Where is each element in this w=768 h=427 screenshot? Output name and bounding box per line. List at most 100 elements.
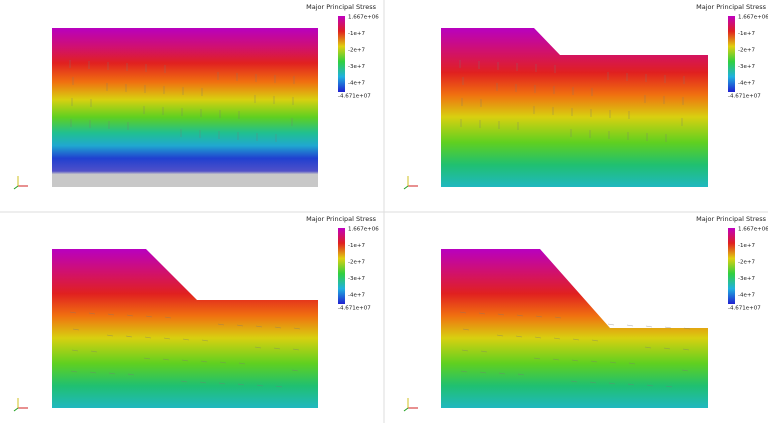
mesh-streak	[478, 312, 486, 315]
legend-label: -2e+7	[348, 48, 365, 54]
mesh-streak	[106, 334, 114, 337]
mesh-streak	[238, 362, 246, 365]
legend-label: 1.667e+06	[738, 227, 768, 233]
color-bar	[728, 16, 735, 92]
mesh-streak	[646, 384, 654, 387]
mesh-streak	[462, 328, 470, 331]
legend-label: -3e+7	[348, 64, 365, 70]
mesh-streak	[275, 385, 283, 388]
mesh-streak	[663, 347, 671, 350]
mesh-streak	[273, 347, 281, 350]
mesh-streak	[70, 370, 78, 373]
mesh-streak	[255, 325, 263, 328]
mesh-streak	[218, 382, 226, 385]
mesh-streak	[480, 350, 488, 353]
legend-label: -1e+7	[348, 243, 365, 249]
mesh-streak	[107, 313, 115, 316]
axis-z	[13, 407, 19, 412]
mesh-streak	[683, 327, 691, 330]
panel: Major Principal Stress 1.667e+06 -1e+7 -2e+…	[403, 215, 768, 412]
mesh-streak	[590, 360, 598, 363]
legend-label: -4e+7	[738, 293, 755, 299]
mesh-streak	[236, 324, 244, 327]
mesh-streak	[534, 336, 542, 339]
mesh-streak	[497, 313, 505, 316]
legend-label: -4.671e+07	[728, 306, 761, 312]
mesh-streak	[291, 369, 299, 372]
panel: Major Principal Stress 1.667e+06 -1e+7 -2e+…	[13, 3, 379, 190]
mesh-streak	[182, 338, 190, 341]
mesh-streak	[517, 373, 525, 376]
mesh-streak	[292, 348, 300, 351]
legend-label: -2e+7	[738, 48, 755, 54]
axis-z	[13, 185, 19, 190]
legend-label: -3e+7	[738, 276, 755, 282]
color-bar	[338, 16, 345, 92]
mesh-streak	[644, 346, 652, 349]
legend-label: -3e+7	[348, 276, 365, 282]
mesh-streak	[570, 380, 578, 383]
mesh-streak	[200, 360, 208, 363]
axis-z	[403, 185, 409, 190]
mesh-streak	[608, 382, 616, 385]
legend-label: -1e+7	[738, 243, 755, 249]
mesh-streak	[607, 323, 615, 326]
mesh-streak	[554, 316, 562, 319]
mesh-streak	[626, 324, 634, 327]
mesh-streak	[144, 336, 152, 339]
mesh-streak	[665, 385, 673, 388]
mesh-streak	[145, 315, 153, 318]
legend-label: 1.667e+06	[738, 15, 768, 21]
legend-label: 1.667e+06	[348, 15, 379, 21]
mesh-streak	[591, 339, 599, 342]
mesh-streak	[589, 381, 597, 384]
mesh-streak	[461, 349, 469, 352]
axis-z	[403, 407, 409, 412]
stress-contour	[52, 249, 318, 408]
legend-label: -4e+7	[348, 81, 365, 87]
stress-contour	[441, 28, 708, 187]
legend-title: Major Principal Stress	[696, 215, 766, 223]
mesh-streak	[181, 359, 189, 362]
mesh-streak	[90, 350, 98, 353]
mesh-streak	[682, 348, 690, 351]
legend-label: -4.671e+07	[338, 306, 371, 312]
legend-label: -4e+7	[738, 81, 755, 87]
mesh-streak	[533, 357, 541, 360]
mesh-streak	[164, 316, 172, 319]
legend-title: Major Principal Stress	[306, 3, 376, 11]
mesh-streak	[88, 312, 96, 315]
legend-label: 1.667e+06	[348, 227, 379, 233]
mesh-streak	[108, 372, 116, 375]
legend-label: -1e+7	[738, 31, 755, 37]
mesh-streak	[571, 359, 579, 362]
mesh-streak	[293, 327, 301, 330]
mesh-streak	[72, 328, 80, 331]
mesh-streak	[627, 383, 635, 386]
mesh-streak	[71, 349, 79, 352]
legend-title: Major Principal Stress	[306, 215, 376, 223]
legend-label: -4.671e+07	[338, 94, 371, 100]
mesh-streak	[237, 383, 245, 386]
mesh-streak	[552, 358, 560, 361]
mesh-streak	[645, 325, 653, 328]
panel: Major Principal Stress 1.667e+06 -1e+7 -2e+…	[403, 3, 768, 190]
mesh-streak	[496, 334, 504, 337]
mesh-streak	[609, 361, 617, 364]
stress-contour	[441, 249, 708, 408]
color-bar	[338, 228, 345, 304]
mesh-streak	[498, 372, 506, 375]
mesh-streak	[628, 362, 636, 365]
mesh-streak	[69, 311, 77, 314]
mesh-streak	[553, 337, 561, 340]
mesh-streak	[127, 373, 135, 376]
mesh-streak	[254, 346, 262, 349]
mesh-streak	[516, 314, 524, 317]
mesh-streak	[201, 339, 209, 342]
mesh-streak	[681, 369, 689, 372]
stress-contour	[52, 28, 318, 187]
mesh-streak	[460, 370, 468, 373]
panel: Major Principal Stress 1.667e+06 -1e+7 -2e+…	[13, 215, 379, 412]
mesh-streak	[664, 326, 672, 329]
legend-label: -3e+7	[738, 64, 755, 70]
